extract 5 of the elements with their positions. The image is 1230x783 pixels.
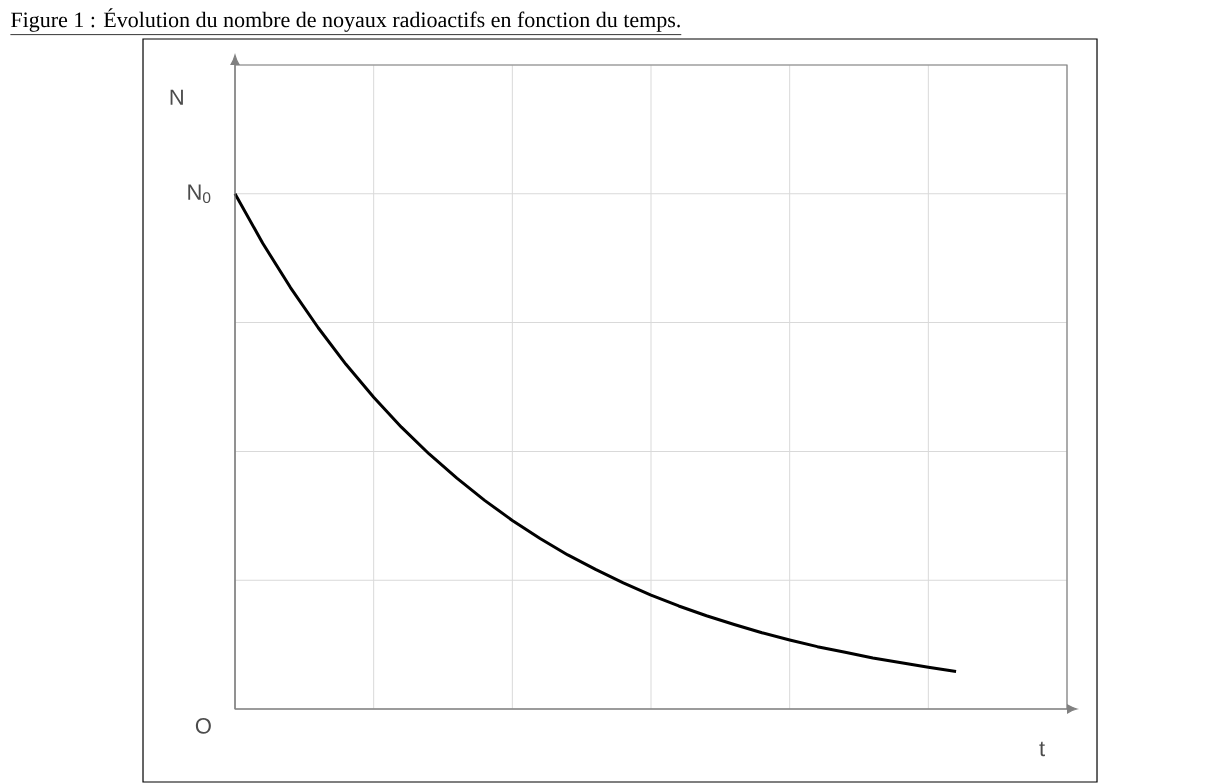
text: N$_{0}$ <box>188 184 211 204</box>
y-axis-title: N <box>170 89 183 105</box>
text: O <box>195 718 211 734</box>
x-axis-title: t <box>1039 741 1045 757</box>
chart-title: Figure 1 : Évolution du nombre de noyaux radioactifs en fonction du temps. <box>11 8 680 32</box>
